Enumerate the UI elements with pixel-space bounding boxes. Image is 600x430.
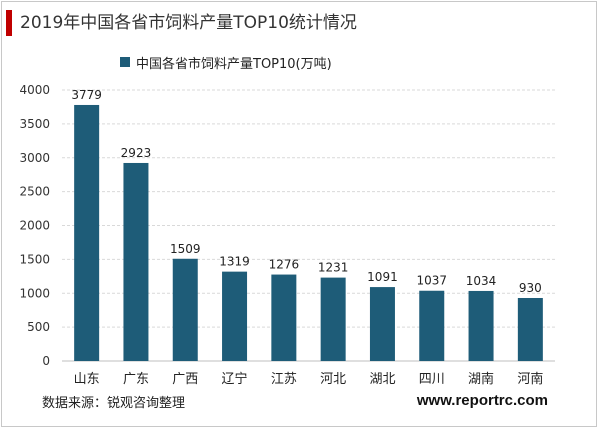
bar <box>172 258 198 361</box>
y-tick-label: 500 <box>27 320 50 334</box>
data-label: 3779 <box>71 88 102 102</box>
legend-label: 中国各省市饲料产量TOP10(万吨) <box>136 56 332 72</box>
x-tick-label: 辽宁 <box>222 371 248 387</box>
chart-title: 2019年中国各省市饲料产量TOP10统计情况 <box>20 13 357 33</box>
website-url: www.reportrc.com <box>416 392 548 409</box>
title-accent-bar <box>6 10 12 36</box>
bar <box>222 271 248 361</box>
bar <box>123 162 149 361</box>
y-tick-label: 1500 <box>19 252 50 266</box>
x-tick-label: 河南 <box>517 371 543 387</box>
bar <box>74 104 100 361</box>
y-tick-label: 1000 <box>19 286 50 300</box>
bar <box>369 287 395 361</box>
data-label: 1231 <box>318 261 349 275</box>
y-tick-label: 3500 <box>19 117 50 131</box>
legend: 中国各省市饲料产量TOP10(万吨) <box>120 53 332 72</box>
data-label: 1509 <box>170 242 201 256</box>
y-tick-label: 2500 <box>19 185 50 199</box>
x-tick-label: 湖南 <box>468 371 494 387</box>
data-label: 1034 <box>466 274 497 288</box>
x-tick-label: 江苏 <box>271 371 297 387</box>
x-tick-label: 四川 <box>419 372 445 387</box>
x-tick-label: 广东 <box>123 372 149 387</box>
data-label: 1319 <box>219 255 250 269</box>
bar <box>320 277 346 361</box>
data-source: 数据来源：锐观咨询整理 <box>42 396 186 411</box>
x-tick-label: 山东 <box>74 372 100 387</box>
data-label: 2923 <box>121 146 152 160</box>
y-tick-label: 3000 <box>19 151 50 165</box>
y-tick-label: 4000 <box>19 83 50 97</box>
bar <box>468 290 494 361</box>
x-tick-label: 湖北 <box>369 372 395 387</box>
bar <box>271 274 297 361</box>
data-label: 1037 <box>416 274 447 288</box>
bar <box>517 297 543 361</box>
x-tick-label: 河北 <box>320 372 346 387</box>
legend-swatch <box>120 57 130 67</box>
y-tick-label: 2000 <box>19 219 50 233</box>
data-label: 1276 <box>269 258 300 272</box>
data-label: 930 <box>519 281 542 295</box>
bar <box>419 290 445 361</box>
data-label: 1091 <box>367 270 398 284</box>
y-tick-label: 0 <box>42 354 50 368</box>
x-tick-label: 广西 <box>172 372 198 387</box>
